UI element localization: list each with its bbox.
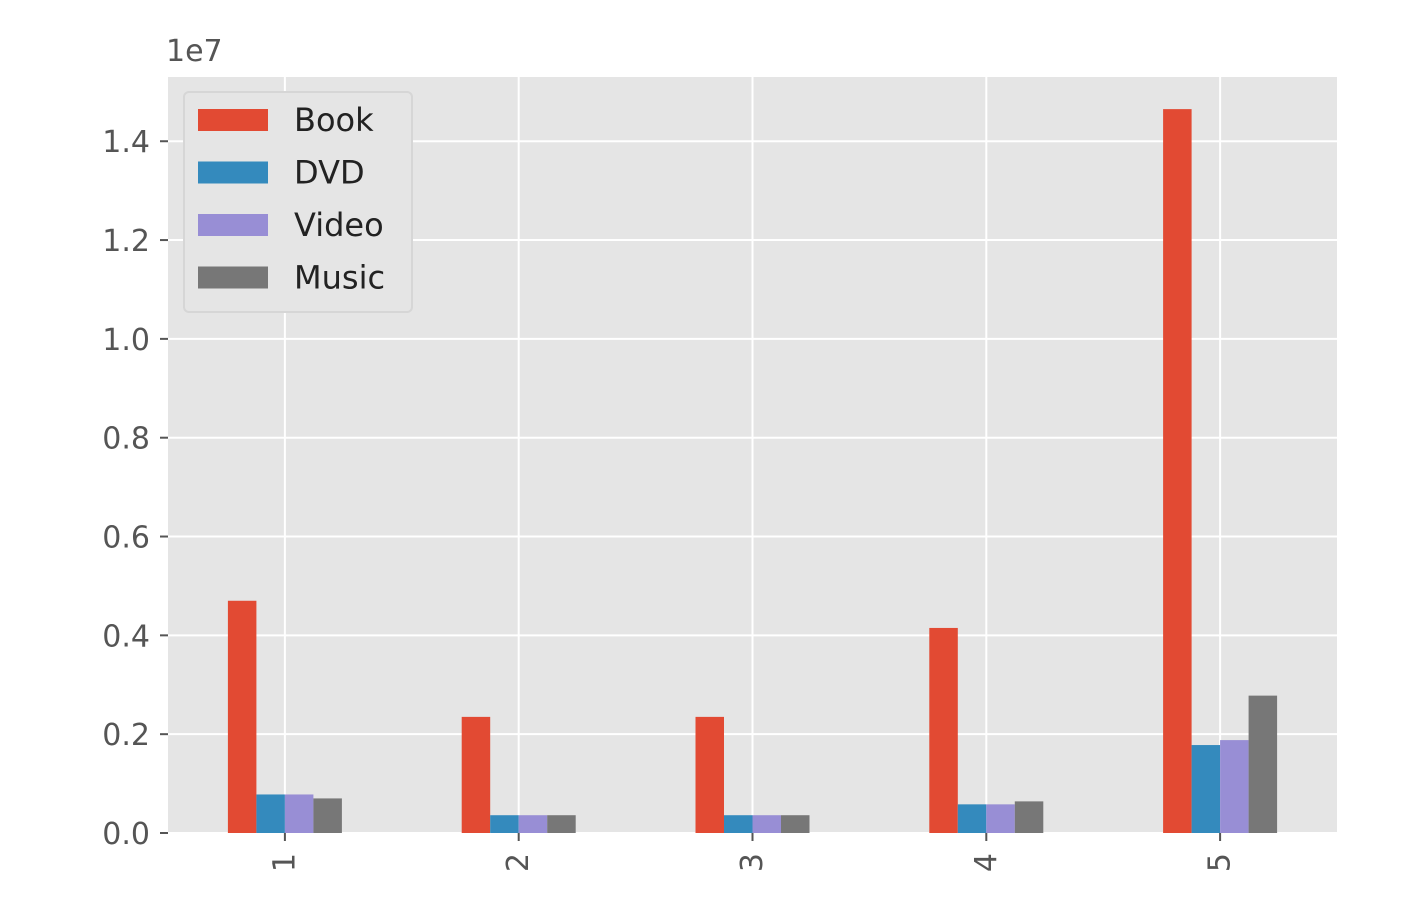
legend-label-video: Video [294, 206, 384, 244]
legend: Book DVD Video Music [183, 91, 413, 313]
x-tick-label: 1 [267, 853, 302, 872]
x-axis: 1 2 3 4 5 [267, 833, 1238, 872]
legend-swatch-book [198, 109, 268, 131]
y-axis: 0.0 0.2 0.4 0.6 0.8 1.0 1.2 1.4 [102, 125, 168, 852]
bar-dvd-4 [957, 804, 987, 833]
bar-dvd-1 [256, 794, 285, 833]
x-tick-label: 3 [735, 853, 770, 872]
y-offset-label: 1e7 [166, 34, 223, 69]
legend-frame [183, 91, 413, 313]
legend-swatch-video [198, 214, 268, 236]
legend-swatch-music [198, 266, 268, 289]
bar-book-5 [1163, 109, 1192, 833]
legend-swatch-dvd [198, 161, 268, 184]
bar-video-2 [518, 815, 548, 833]
x-tick-label: 4 [969, 853, 1004, 872]
bar-music-2 [547, 815, 576, 833]
bar-book-3 [695, 716, 724, 833]
y-tick-label: 0.0 [102, 817, 150, 852]
bar-video-4 [986, 804, 1015, 833]
legend-label-book: Book [294, 101, 374, 139]
bar-music-4 [1014, 801, 1044, 833]
y-tick-label: 1.4 [102, 125, 150, 160]
legend-label-music: Music [294, 259, 385, 297]
bar-video-1 [284, 794, 314, 833]
bars [227, 109, 1278, 833]
bar-music-1 [313, 798, 342, 833]
x-tick-label: 2 [501, 853, 536, 872]
y-tick-label: 0.6 [102, 521, 150, 556]
bar-book-2 [461, 716, 491, 833]
bar-dvd-2 [490, 815, 519, 833]
x-tick-label: 5 [1203, 853, 1238, 872]
bar-dvd-3 [724, 815, 753, 833]
bar-video-5 [1220, 740, 1249, 833]
y-tick-label: 1.2 [102, 224, 150, 259]
bar-video-3 [752, 815, 781, 833]
bar-dvd-5 [1191, 745, 1221, 833]
y-tick-label: 0.2 [102, 718, 150, 753]
bar-book-4 [929, 627, 958, 833]
y-tick-label: 0.8 [102, 422, 150, 457]
bar-book-1 [227, 600, 257, 833]
bar-music-5 [1248, 695, 1278, 833]
legend-label-dvd: DVD [294, 154, 365, 192]
y-tick-label: 0.4 [102, 619, 150, 654]
bar-music-3 [781, 815, 810, 833]
y-tick-label: 1.0 [102, 323, 150, 358]
